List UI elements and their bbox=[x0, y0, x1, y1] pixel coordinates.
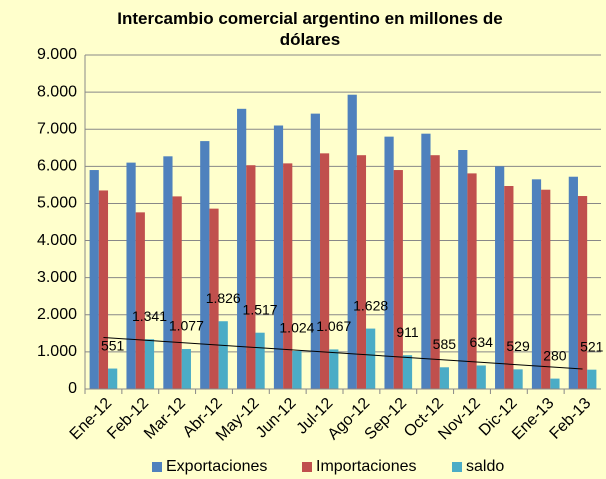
bar bbox=[568, 176, 578, 389]
y-tick-label: 9.000 bbox=[37, 46, 77, 63]
bar bbox=[319, 153, 330, 389]
x-tick-label: Ene-12 bbox=[67, 395, 116, 444]
y-tick-label: 5.000 bbox=[37, 195, 77, 212]
bar bbox=[577, 196, 588, 389]
bar bbox=[384, 136, 394, 389]
bar bbox=[89, 170, 99, 389]
bar bbox=[200, 141, 210, 389]
bar bbox=[310, 113, 320, 389]
bar bbox=[513, 369, 523, 389]
data-label: 1.067 bbox=[316, 318, 351, 334]
bar bbox=[531, 179, 542, 389]
legend-label: saldo bbox=[466, 458, 504, 475]
data-label: 1.024 bbox=[279, 320, 314, 336]
bar bbox=[430, 155, 440, 389]
x-tick-label: Sep-12 bbox=[362, 395, 411, 444]
trendline bbox=[103, 336, 583, 370]
bar bbox=[467, 173, 477, 389]
y-tick-label: 4.000 bbox=[37, 232, 77, 249]
bar bbox=[126, 162, 136, 389]
data-label: 1.826 bbox=[206, 290, 241, 306]
x-tick-label: Feb-13 bbox=[547, 395, 595, 443]
bar bbox=[421, 133, 431, 389]
legend-swatch bbox=[302, 462, 312, 472]
bar bbox=[550, 378, 560, 389]
bar bbox=[356, 155, 367, 389]
bar bbox=[218, 321, 228, 389]
data-label: 585 bbox=[433, 336, 457, 352]
data-label: 529 bbox=[506, 338, 530, 354]
data-label: 1.517 bbox=[243, 301, 278, 317]
bar bbox=[246, 165, 256, 389]
y-tick-label: 8.000 bbox=[37, 83, 77, 100]
y-tick-label: 0 bbox=[68, 380, 77, 397]
data-label: 280 bbox=[543, 347, 567, 363]
bar bbox=[504, 186, 514, 389]
bar bbox=[163, 156, 173, 389]
bar bbox=[439, 367, 449, 389]
bar bbox=[144, 339, 155, 389]
bar bbox=[587, 369, 597, 389]
bar bbox=[172, 196, 182, 389]
data-label: 551 bbox=[101, 337, 125, 353]
bar bbox=[108, 368, 118, 389]
y-tick-label: 3.000 bbox=[37, 269, 77, 286]
y-tick-label: 2.000 bbox=[37, 306, 77, 323]
legend-label: Exportaciones bbox=[166, 458, 267, 475]
bar bbox=[98, 190, 109, 389]
bar bbox=[393, 170, 403, 389]
y-tick-label: 1.000 bbox=[37, 343, 77, 360]
bar bbox=[292, 350, 302, 389]
y-tick-label: 7.000 bbox=[37, 120, 77, 137]
data-label: 1.628 bbox=[353, 297, 388, 313]
bar bbox=[283, 163, 293, 389]
bar bbox=[541, 189, 551, 389]
bar bbox=[135, 212, 145, 389]
bar bbox=[366, 328, 376, 389]
bar bbox=[347, 94, 357, 389]
bar bbox=[402, 355, 413, 389]
bar bbox=[329, 349, 339, 389]
legend-swatch bbox=[452, 462, 462, 472]
data-label: 1.341 bbox=[132, 308, 167, 324]
bar bbox=[255, 332, 265, 389]
bar bbox=[209, 208, 219, 389]
y-tick-label: 6.000 bbox=[37, 158, 77, 175]
data-label: 911 bbox=[396, 324, 419, 340]
bar bbox=[476, 365, 486, 389]
bar bbox=[495, 166, 505, 389]
bar bbox=[237, 108, 247, 390]
x-tick-label: Ene-13 bbox=[509, 395, 558, 444]
chart-title: Intercambio comercial argentino en millo… bbox=[117, 9, 503, 49]
bar bbox=[181, 349, 191, 389]
x-tick-label: Jun-12 bbox=[253, 395, 300, 442]
x-tick-label: Mar-12 bbox=[141, 395, 189, 443]
bar bbox=[458, 150, 468, 389]
legend-label: Importaciones bbox=[316, 458, 417, 475]
data-label: 1.077 bbox=[169, 318, 204, 334]
x-tick-label: Nov-12 bbox=[435, 395, 484, 444]
data-label: 521 bbox=[580, 338, 604, 354]
data-label: 634 bbox=[470, 334, 494, 350]
bar bbox=[273, 125, 284, 389]
legend-swatch bbox=[152, 462, 162, 472]
